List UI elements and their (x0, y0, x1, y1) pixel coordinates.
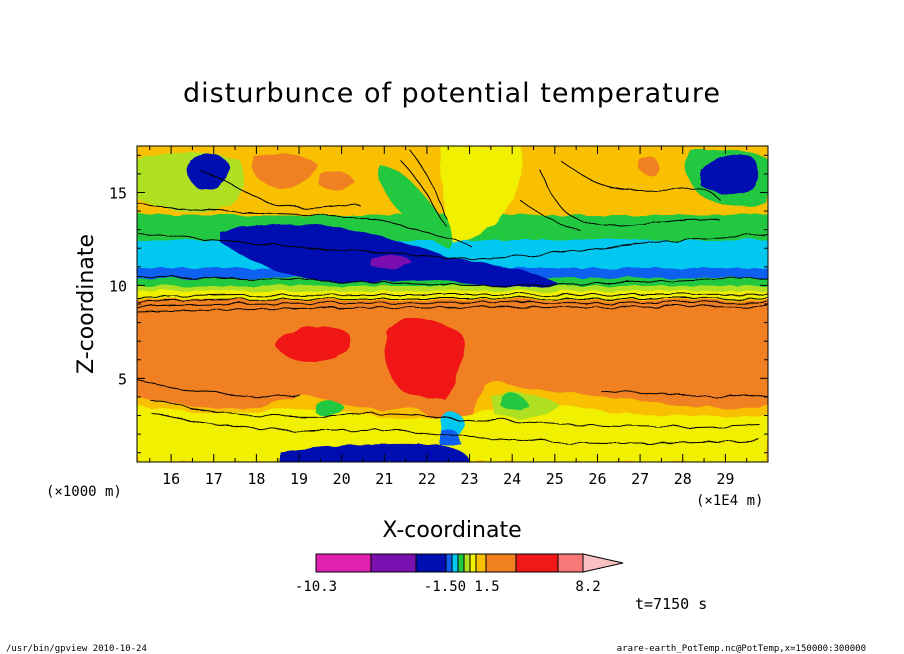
plot-area (137, 146, 768, 462)
colorbar-swatch (557, 553, 584, 573)
x-tick-label: 18 (247, 470, 265, 488)
region-green-plume (378, 165, 454, 250)
colorbar-swatch (475, 553, 487, 573)
colorbar-swatch (370, 553, 417, 573)
x-tick-label: 19 (290, 470, 308, 488)
x-axis-title: X-coordinate (382, 518, 521, 543)
chart-title: disturbunce of potential temperature (183, 78, 721, 109)
y-axis-title: Z-coordinate (74, 234, 99, 374)
x-tick-label: 24 (503, 470, 521, 488)
x-unit-left: (×1000 m) (46, 484, 122, 500)
x-tick-label: 21 (375, 470, 393, 488)
region-purple-core (370, 255, 412, 269)
colorbar-label-max: 8.2 (575, 579, 600, 595)
y-tick-label: 5 (118, 370, 127, 388)
colorbar-swatch (515, 553, 559, 573)
x-tick-label: 29 (716, 470, 734, 488)
colorbar-label-neg: -1.50 (424, 579, 466, 595)
x-tick-label: 16 (162, 470, 180, 488)
colorbar-swatch (445, 553, 453, 573)
x-tick-label: 17 (205, 470, 223, 488)
region-blue-lower (280, 443, 469, 462)
band-yellowgreen (137, 286, 768, 292)
region-yellow-plume (440, 146, 522, 245)
x-axis: 16 17 18 19 20 21 22 23 24 25 26 27 28 29 (149, 146, 748, 488)
colorbar-swatch (485, 553, 517, 573)
contour-lines (137, 149, 768, 445)
region-orange-upper-2 (320, 172, 355, 191)
colorbar-arrow (582, 553, 624, 573)
region-green-lower-right (500, 393, 528, 410)
colorbar-labels: -10.3 -1.50 1.5 8.2 (295, 579, 601, 595)
region-blue-nw (187, 153, 230, 190)
region-red-left (275, 326, 352, 362)
colorbar-swatch (451, 553, 459, 573)
contour-layers (137, 146, 768, 462)
y-tick-label: 10 (109, 277, 127, 295)
colorbar-swatch (415, 553, 447, 573)
colorbar-label-pos: 1.5 (474, 579, 499, 595)
y-tick-label: 15 (109, 184, 127, 202)
region-blue-surface (440, 428, 462, 445)
region-green-lower (315, 400, 345, 417)
region-blue-ne (700, 154, 759, 195)
colorbar-swatch (463, 553, 471, 573)
x-tick-label: 26 (588, 470, 606, 488)
time-label: t=7150 s (635, 595, 707, 613)
colorbar-swatch (469, 553, 477, 573)
colorbar-swatch (315, 553, 372, 573)
x-tick-label: 23 (461, 470, 479, 488)
x-tick-label: 20 (333, 470, 351, 488)
colorbar-swatch (457, 553, 465, 573)
region-orange-upper-3 (640, 157, 660, 175)
colorbar (315, 553, 624, 573)
x-tick-label: 28 (674, 470, 692, 488)
footer-left: /usr/bin/gpview 2010-10-24 (6, 644, 147, 654)
x-unit-right: (×1E4 m) (696, 493, 763, 509)
y-axis: 5 10 15 (109, 154, 768, 454)
x-tick-label: 25 (546, 470, 564, 488)
band-green-lower (137, 278, 768, 288)
region-orange-upper-1 (253, 153, 318, 188)
footer-right: arare-earth_PotTemp.nc@PotTemp,x=150000:… (617, 644, 866, 654)
x-tick-label: 22 (418, 470, 436, 488)
region-red-center (385, 319, 466, 400)
colorbar-label-min: -10.3 (295, 579, 337, 595)
x-tick-label: 27 (631, 470, 649, 488)
